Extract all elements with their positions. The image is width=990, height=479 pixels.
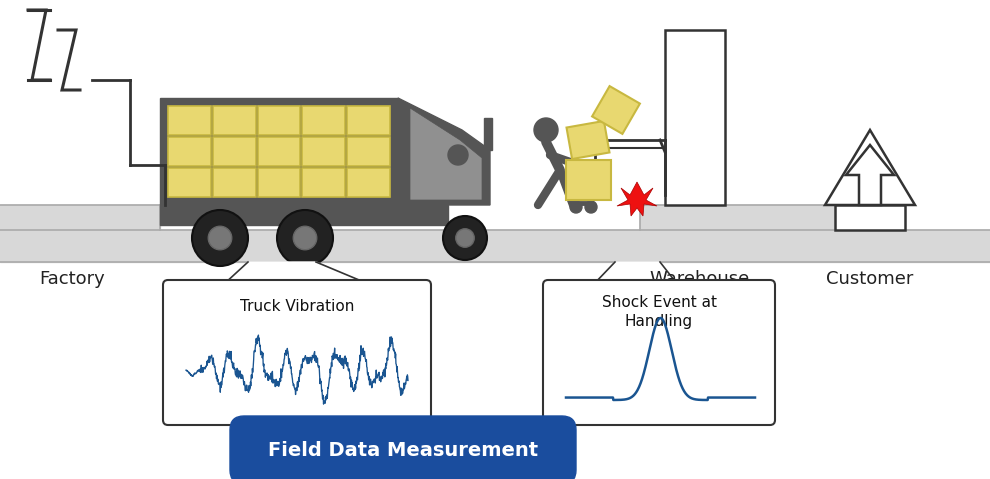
Text: Truck Vibration: Truck Vibration (240, 299, 354, 314)
FancyBboxPatch shape (230, 416, 576, 479)
Polygon shape (825, 130, 915, 205)
Circle shape (534, 118, 558, 142)
Polygon shape (168, 106, 211, 135)
Polygon shape (160, 98, 398, 205)
FancyBboxPatch shape (543, 280, 775, 425)
Polygon shape (168, 168, 211, 197)
Text: Customer: Customer (827, 270, 914, 288)
Polygon shape (293, 445, 327, 465)
Polygon shape (257, 106, 300, 135)
Polygon shape (168, 137, 211, 166)
Polygon shape (302, 106, 346, 135)
Polygon shape (347, 106, 390, 135)
Polygon shape (213, 106, 255, 135)
Circle shape (448, 145, 468, 165)
Polygon shape (160, 205, 448, 225)
Circle shape (455, 229, 474, 247)
Polygon shape (835, 205, 905, 230)
Circle shape (192, 210, 248, 266)
Polygon shape (347, 137, 390, 166)
Polygon shape (302, 137, 346, 166)
Circle shape (277, 210, 333, 266)
Text: Factory: Factory (40, 270, 105, 288)
Polygon shape (640, 205, 880, 230)
Polygon shape (480, 445, 514, 465)
Polygon shape (592, 86, 640, 134)
FancyBboxPatch shape (163, 280, 431, 425)
Circle shape (585, 201, 597, 213)
Polygon shape (0, 205, 160, 230)
Polygon shape (398, 98, 490, 205)
Polygon shape (213, 137, 255, 166)
Polygon shape (617, 182, 657, 216)
Circle shape (208, 226, 232, 250)
Polygon shape (410, 108, 482, 200)
Polygon shape (257, 168, 300, 197)
Polygon shape (303, 425, 317, 445)
Polygon shape (213, 168, 255, 197)
Polygon shape (484, 118, 492, 150)
Polygon shape (490, 425, 504, 445)
Polygon shape (665, 30, 725, 205)
Polygon shape (0, 230, 990, 262)
Polygon shape (347, 168, 390, 197)
Polygon shape (302, 168, 346, 197)
Polygon shape (846, 145, 894, 205)
Polygon shape (566, 160, 611, 200)
Circle shape (443, 216, 487, 260)
Text: Warehouse: Warehouse (649, 270, 750, 288)
Text: Shock Event at
Handling: Shock Event at Handling (602, 295, 717, 329)
Polygon shape (593, 262, 678, 285)
Polygon shape (257, 137, 300, 166)
Polygon shape (566, 121, 610, 159)
Text: Field Data Measurement: Field Data Measurement (268, 442, 538, 460)
Circle shape (293, 226, 317, 250)
Polygon shape (223, 262, 371, 285)
Circle shape (570, 201, 582, 213)
